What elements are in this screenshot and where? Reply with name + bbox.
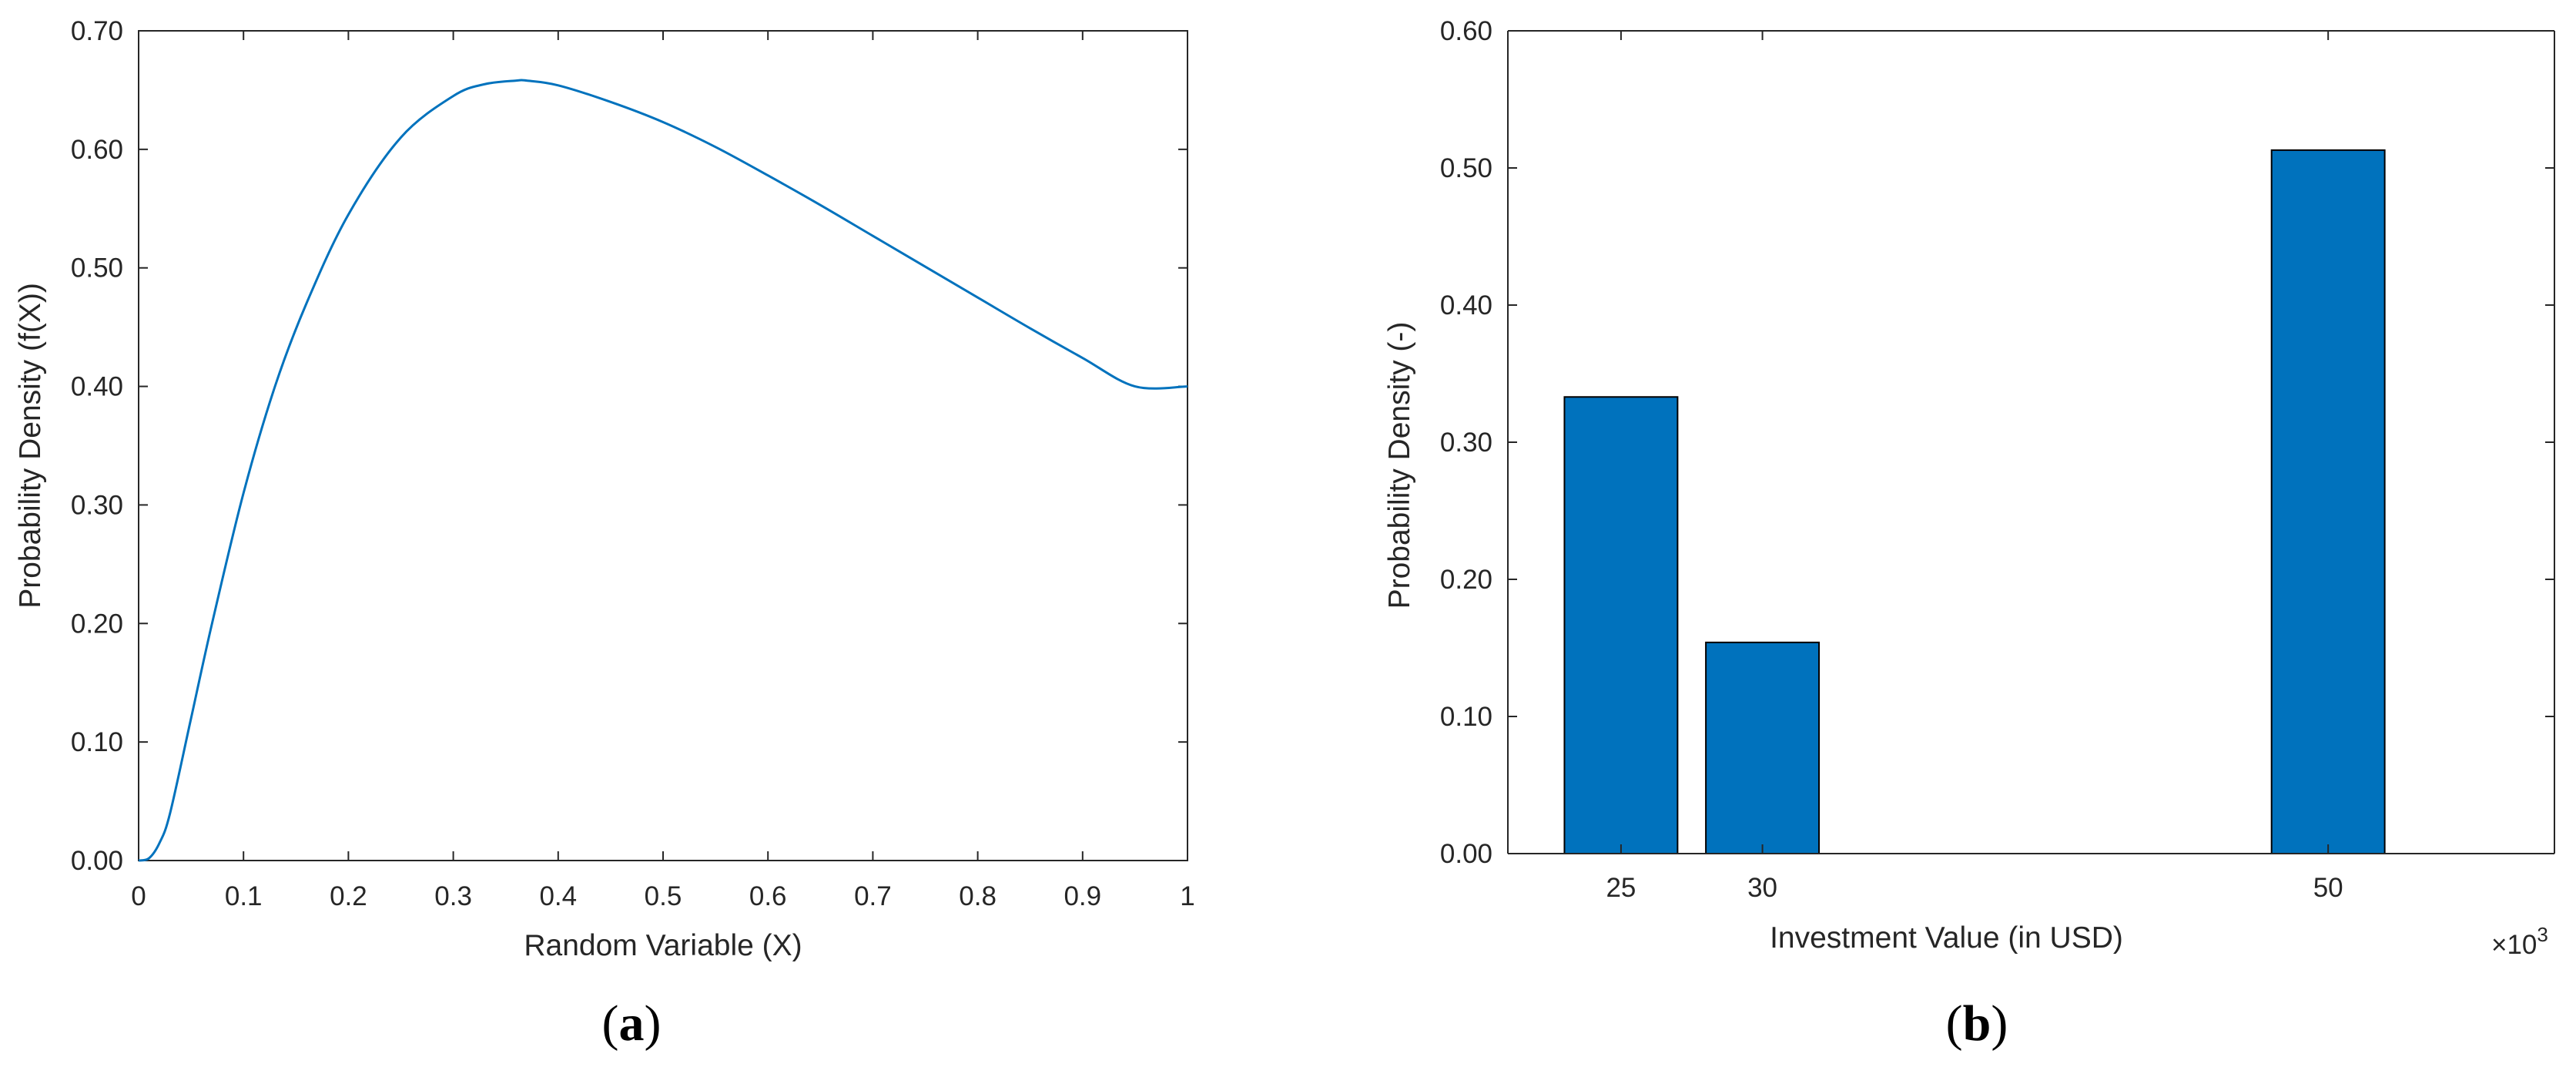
panel-a-ytick-label: 0.70 (71, 16, 123, 46)
panel-a-ytick-label: 0.10 (71, 727, 123, 757)
panel-a-ytick-label: 0.50 (71, 253, 123, 284)
panel-b-ytick-label: 0.40 (1440, 290, 1492, 320)
panel-b-y-axis-label: Probability Density (-) (1383, 322, 1416, 609)
panel-b-ytick-label: 0.00 (1440, 839, 1492, 869)
panel-a-xtick-label: 0.3 (434, 881, 472, 911)
panel-a-xtick-label: 0.2 (330, 881, 367, 911)
panel-b-x-multiplier: ×103 (2491, 923, 2548, 960)
panel-a-xtick-label: 0.5 (645, 881, 682, 911)
panel-b-xtick-label: 30 (1747, 873, 1777, 903)
panel-b-panel-label-open: ( (1946, 995, 1963, 1052)
panel-a-ytick-label: 0.00 (71, 846, 123, 876)
panel-b-panel-label-close: ) (1991, 995, 2008, 1052)
panel-a-ytick-label: 0.30 (71, 490, 123, 520)
panel-a-xtick-label: 0.8 (959, 881, 997, 911)
panel-a-xtick-label: 1 (1180, 881, 1194, 911)
panel-b-ytick-label: 0.50 (1440, 153, 1492, 183)
panel-a-panel-label-letter: a (619, 995, 645, 1052)
panel-a-xtick-label: 0 (131, 881, 146, 911)
panel-a-ytick-label: 0.20 (71, 609, 123, 639)
panel-b-ytick-label: 0.20 (1440, 565, 1492, 595)
panel-b-ytick-label: 0.60 (1440, 16, 1492, 46)
panel-a-y-axis-label: Probability Density (f(X)) (14, 283, 47, 609)
panel-b-x-multiplier-exponent: 3 (2537, 923, 2548, 946)
panel-b-xtick-label: 50 (2313, 873, 2343, 903)
panel-a-panel-label: (a) (602, 995, 662, 1052)
panel-a-ytick-label: 0.40 (71, 372, 123, 402)
panel-a-series-line (138, 79, 1188, 862)
panel-a-axes-box (138, 30, 1188, 861)
panel-a-panel-label-close: ) (645, 995, 662, 1052)
panel-a-xtick-label: 0.1 (225, 881, 263, 911)
panel-b-bar (1563, 396, 1679, 854)
panel-b-bar (1705, 641, 1821, 854)
panel-b-bar (2270, 149, 2386, 855)
panel-b-ytick-label: 0.10 (1440, 702, 1492, 732)
panel-b-panel-label-letter: b (1963, 995, 1991, 1052)
chart-panel-a: 0.00 0.10 0.20 0.30 0.40 0.50 0.60 0.70 0 0.1 0.2 0… (14, 16, 1195, 1052)
panel-a-xtick-label: 0.4 (539, 881, 577, 911)
panel-a-xtick-label: 0.7 (854, 881, 892, 911)
panel-a-xtick-label: 0.9 (1064, 881, 1101, 911)
panel-b-xtick-label: 25 (1606, 873, 1636, 903)
panel-a-x-axis-label: Random Variable (X) (524, 929, 802, 962)
panel-b-x-axis-label: Investment Value (in USD) (1770, 921, 2123, 955)
panel-a-ytick-label: 0.60 (71, 135, 123, 165)
panel-a-xtick-label: 0.6 (749, 881, 787, 911)
chart-panel-b: 0.00 0.10 0.20 0.30 0.40 0.50 0.60 25 30 50 ×103 In… (1383, 16, 2555, 1052)
panel-a-panel-label-open: ( (602, 995, 619, 1052)
panel-b-ytick-label: 0.30 (1440, 428, 1492, 458)
panel-b-x-multiplier-base: ×10 (2491, 930, 2537, 960)
panel-b-panel-label: (b) (1946, 995, 2008, 1052)
